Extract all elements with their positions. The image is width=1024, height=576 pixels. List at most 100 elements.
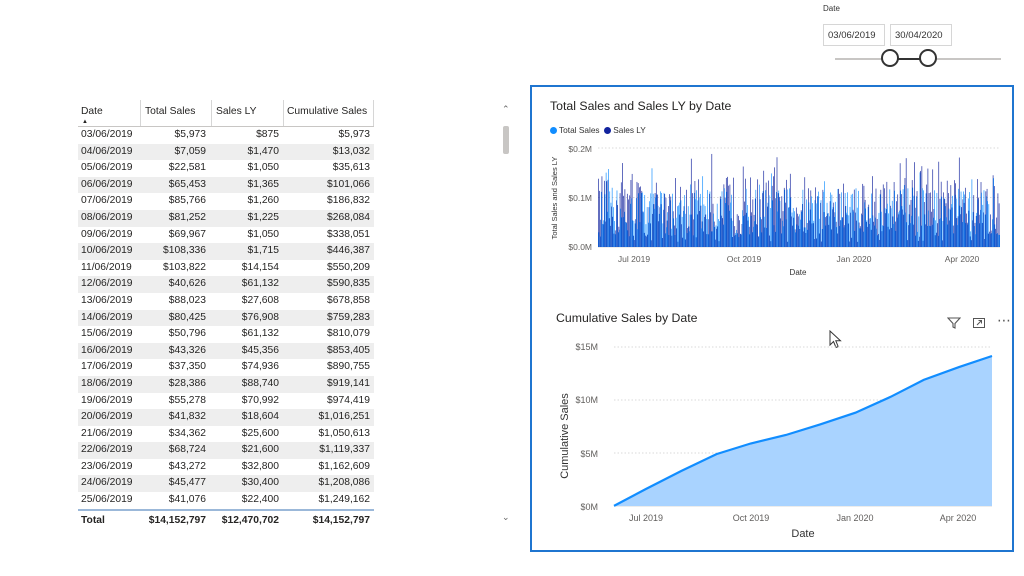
bar-sales-ly [984, 238, 985, 247]
header-total-sales[interactable]: Total Sales [145, 106, 196, 117]
table-row[interactable]: 07/06/2019 $85,766 $1,260 $186,832 [78, 193, 374, 210]
bar-sales-ly [770, 241, 772, 247]
cumulative-area-chart[interactable]: $0M $5M $10M $15M Jul 2019 Oct 2019 Jan … [552, 336, 1000, 544]
filter-icon[interactable] [946, 317, 962, 332]
table-row[interactable]: 22/06/2019 $68,724 $21,600 $1,119,337 [78, 442, 374, 459]
bar-sales-ly [759, 199, 761, 247]
legend-sales-ly[interactable]: Sales LY [604, 125, 646, 135]
cell-cumulative-sales: $919,141 [327, 377, 370, 389]
bar-total-sales [815, 203, 817, 247]
table-row[interactable]: 06/06/2019 $65,453 $1,365 $101,066 [78, 176, 374, 194]
bar-total-sales [761, 232, 763, 247]
table-row[interactable]: 15/06/2019 $50,796 $61,132 $810,079 [78, 326, 374, 343]
cell-sales-ly: $18,604 [241, 411, 279, 423]
bar-total-sales [614, 220, 615, 247]
bar-sales-ly [972, 220, 973, 247]
cell-date: 10/06/2019 [81, 245, 133, 257]
bar-total-sales [712, 231, 713, 247]
cell-total-sales: $85,766 [168, 195, 206, 207]
bar-total-sales [945, 206, 946, 247]
table-row[interactable]: 08/06/2019 $81,252 $1,225 $268,084 [78, 209, 374, 227]
bar-sales-ly [931, 211, 932, 247]
bar-total-sales [838, 226, 840, 247]
table-row[interactable]: 23/06/2019 $43,272 $32,800 $1,162,609 [78, 459, 374, 476]
table-row[interactable]: 18/06/2019 $28,386 $88,740 $919,141 [78, 375, 374, 393]
cell-cumulative-sales: $35,613 [332, 162, 370, 174]
table-row[interactable]: 03/06/2019 $5,973 $875 $5,973 [78, 127, 374, 144]
slider-end-handle[interactable] [919, 49, 937, 67]
table-row[interactable]: 16/06/2019 $43,326 $45,356 $853,405 [78, 342, 374, 360]
bar-sales-ly [960, 214, 961, 247]
bar-total-sales [795, 232, 796, 247]
header-cumulative-sales[interactable]: Cumulative Sales [287, 106, 368, 117]
cell-sales-ly: $61,132 [241, 328, 279, 340]
table-scrollbar-thumb[interactable] [503, 126, 509, 154]
table-row[interactable]: 09/06/2019 $69,967 $1,050 $338,051 [78, 227, 374, 244]
bar-sales-ly [729, 184, 731, 247]
cell-date: 14/06/2019 [81, 311, 133, 323]
bar-total-sales [776, 191, 777, 247]
chevron-up-icon[interactable]: ⌃ [502, 104, 510, 114]
cell-sales-ly: $1,715 [247, 245, 280, 257]
bar-total-sales [691, 214, 693, 247]
chevron-down-icon[interactable]: ⌄ [502, 512, 510, 522]
bar-sales-ly [746, 212, 748, 247]
cell-total-sales: $37,350 [168, 361, 206, 373]
table-row[interactable]: 24/06/2019 $45,477 $30,400 $1,208,086 [78, 475, 374, 493]
cell-date: 07/06/2019 [81, 195, 133, 207]
bar-total-sales [864, 202, 865, 247]
bar-sales-ly [659, 207, 661, 247]
bar-sales-ly [689, 214, 691, 247]
bar-sales-ly [694, 181, 696, 247]
cell-cumulative-sales: $338,051 [327, 228, 370, 240]
y-tick-label: $10M [575, 395, 598, 405]
cell-total-sales: $41,832 [168, 411, 206, 423]
sales-bar-chart[interactable]: $0.0M $0.1M $0.2M Jul 2019 Oct 2019 Jan … [548, 140, 1008, 280]
bar-sales-ly [666, 220, 668, 247]
bar-sales-ly [678, 214, 680, 247]
table-row[interactable]: 25/06/2019 $41,076 $22,400 $1,249,162 [78, 492, 374, 509]
slider-start-handle[interactable] [881, 49, 899, 67]
table-row[interactable]: 10/06/2019 $108,336 $1,715 $446,387 [78, 243, 374, 260]
table-row[interactable]: 20/06/2019 $41,832 $18,604 $1,016,251 [78, 409, 374, 426]
sort-ascending-icon[interactable]: ▲ [82, 119, 88, 125]
table-row[interactable]: 05/06/2019 $22,581 $1,050 $35,613 [78, 160, 374, 177]
table-row[interactable]: 04/06/2019 $7,059 $1,470 $13,032 [78, 143, 374, 161]
bar-total-sales [639, 222, 641, 247]
bar-sales-ly [764, 227, 766, 247]
x-tick-label: Jul 2019 [629, 513, 663, 523]
bar-sales-ly [709, 193, 710, 247]
bar-sales-ly [753, 214, 755, 247]
bar-total-sales [965, 223, 967, 247]
table-row[interactable]: 12/06/2019 $40,626 $61,132 $590,835 [78, 276, 374, 293]
bar-total-sales [731, 194, 732, 247]
header-date[interactable]: Date [81, 106, 103, 117]
bar-total-sales [645, 224, 647, 247]
bar-total-sales [622, 217, 624, 247]
focus-mode-icon[interactable] [972, 317, 986, 332]
table-row[interactable]: 11/06/2019 $103,822 $14,154 $550,209 [78, 260, 374, 277]
more-options-icon[interactable]: ⋯ [997, 312, 1011, 328]
bar-sales-ly [909, 204, 911, 247]
bar-total-sales [643, 212, 644, 247]
bar-sales-ly [633, 235, 634, 247]
table-row[interactable]: 13/06/2019 $88,023 $27,608 $678,858 [78, 293, 374, 310]
x-tick-label: Oct 2019 [727, 254, 762, 264]
table-row[interactable]: 19/06/2019 $55,278 $70,992 $974,419 [78, 393, 374, 410]
cell-date: 05/06/2019 [81, 162, 133, 174]
cell-date: 20/06/2019 [81, 411, 133, 423]
legend-total-sales[interactable]: Total Sales [550, 125, 600, 135]
header-sales-ly[interactable]: Sales LY [216, 106, 257, 117]
bar-total-sales [724, 188, 725, 247]
bar-sales-ly [927, 168, 929, 247]
start-date-input[interactable]: 03/06/2019 [823, 24, 885, 46]
bar-total-sales [981, 192, 982, 247]
table-row[interactable]: 17/06/2019 $37,350 $74,936 $890,755 [78, 359, 374, 376]
bar-total-sales [966, 224, 968, 247]
bar-sales-ly [945, 203, 947, 247]
table-row[interactable]: 14/06/2019 $80,425 $76,908 $759,283 [78, 309, 374, 327]
table-row[interactable]: 21/06/2019 $34,362 $25,600 $1,050,613 [78, 426, 374, 443]
end-date-input[interactable]: 30/04/2020 [890, 24, 952, 46]
bar-total-sales [708, 234, 710, 247]
cell-total-sales: $28,386 [168, 377, 206, 389]
